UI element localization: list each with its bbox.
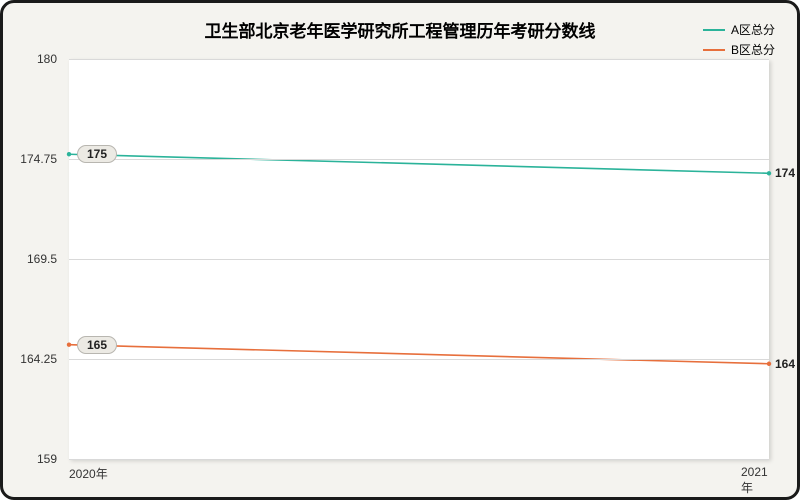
y-tick-label: 164.25 [20,352,57,366]
grid-line [69,459,769,460]
grid-line [69,159,769,160]
x-tick-label: 2021年 [741,465,769,496]
legend-label-a: A区总分 [731,21,775,38]
y-tick-label: 174.75 [20,152,57,166]
legend-label-b: B区总分 [731,41,775,58]
y-tick-label: 180 [37,52,57,66]
y-tick-label: 159 [37,452,57,466]
plot-area [69,59,769,459]
data-label: 174 [775,166,795,180]
legend-swatch-b [703,49,725,51]
x-tick-label: 2020年 [69,465,108,482]
grid-line [69,359,769,360]
grid-line [69,59,769,60]
y-tick-label: 169.5 [27,252,57,266]
data-label: 164 [775,357,795,371]
chart-title: 卫生部北京老年医学研究所工程管理历年考研分数线 [3,17,797,42]
grid-line [69,259,769,260]
chart-container: 卫生部北京老年医学研究所工程管理历年考研分数线 A区总分 B区总分 159 164… [0,0,800,500]
data-label: 165 [77,336,117,354]
legend-swatch-a [703,29,725,31]
legend: A区总分 B区总分 [703,21,775,61]
legend-item: B区总分 [703,41,775,58]
legend-item: A区总分 [703,21,775,38]
data-label: 175 [77,145,117,163]
